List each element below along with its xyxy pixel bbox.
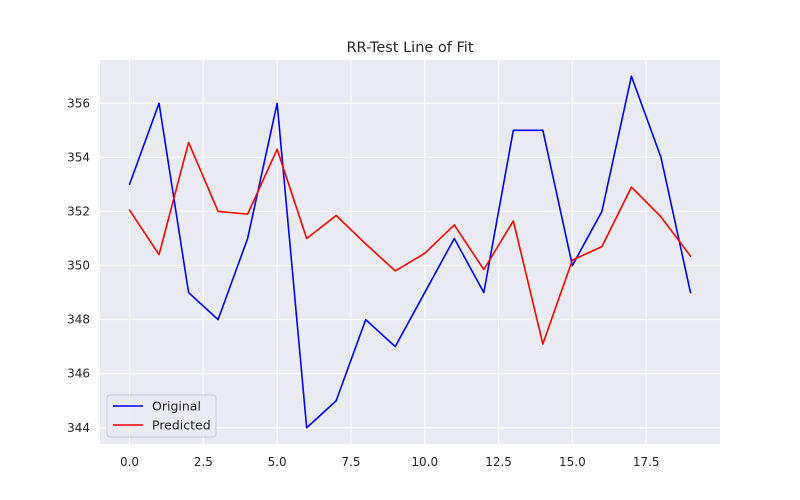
series-line-original — [128, 75, 692, 429]
y-tick-label: 348 — [67, 313, 90, 327]
y-axis-ticks: 344 346 348 350 352 354 356 — [67, 96, 90, 435]
x-tick-label: 10.0 — [411, 455, 438, 469]
plot-area — [100, 60, 720, 444]
y-tick-label: 356 — [67, 96, 90, 110]
grid-lines — [100, 60, 720, 444]
x-tick-label: 12.5 — [485, 455, 512, 469]
y-tick-label: 352 — [67, 204, 90, 218]
y-tick-label: 344 — [67, 421, 90, 435]
y-tick-label: 354 — [67, 150, 90, 164]
x-tick-label: 17.5 — [633, 455, 660, 469]
legend-label-predicted: Predicted — [152, 418, 211, 433]
x-tick-label: 15.0 — [559, 455, 586, 469]
series-line-predicted — [128, 141, 692, 345]
x-tick-label: 5.0 — [268, 455, 287, 469]
series-lines — [128, 75, 692, 429]
legend-label-original: Original — [152, 399, 201, 414]
y-tick-label: 350 — [67, 259, 90, 273]
x-tick-label: 2.5 — [194, 455, 213, 469]
x-tick-label: 7.5 — [341, 455, 360, 469]
y-tick-label: 346 — [67, 367, 90, 381]
x-axis-ticks: 0.0 2.5 5.0 7.5 10.0 12.5 15.0 17.5 — [120, 455, 660, 469]
legend: Original Predicted — [106, 394, 217, 438]
x-tick-label: 0.0 — [120, 455, 139, 469]
chart-title: RR-Test Line of Fit — [346, 40, 473, 56]
